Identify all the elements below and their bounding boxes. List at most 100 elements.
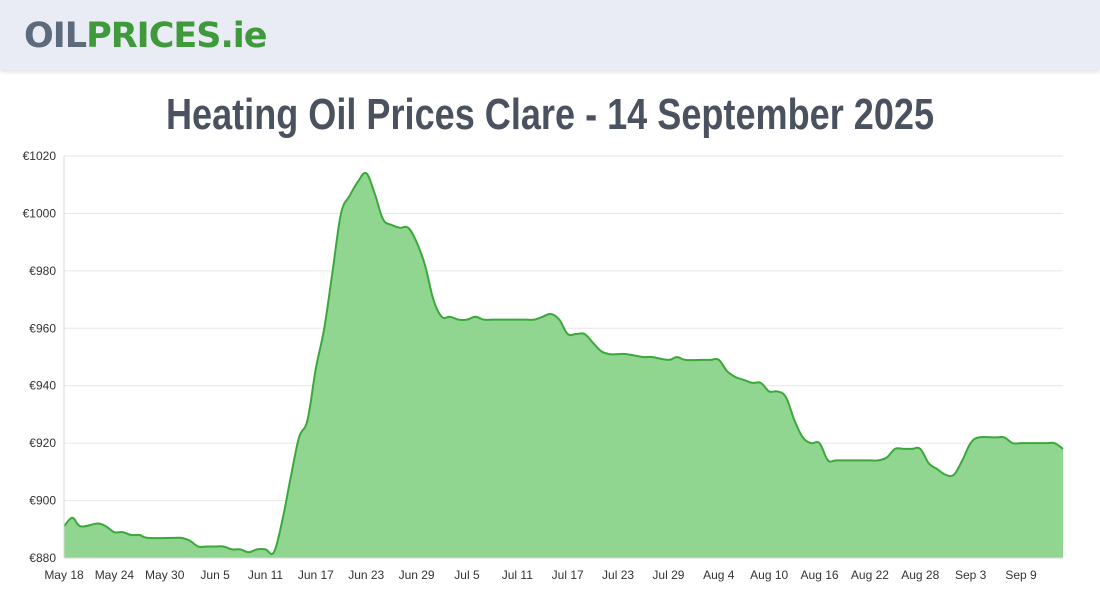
site-logo[interactable]: OILPRICES.ie bbox=[24, 14, 268, 58]
data-point[interactable] bbox=[799, 433, 807, 441]
data-point[interactable] bbox=[312, 364, 320, 372]
data-point[interactable] bbox=[673, 353, 681, 361]
data-point[interactable] bbox=[732, 373, 740, 381]
data-point[interactable] bbox=[807, 439, 815, 447]
data-point[interactable] bbox=[136, 531, 144, 539]
data-point[interactable] bbox=[354, 178, 362, 186]
data-point[interactable] bbox=[438, 313, 446, 321]
data-point[interactable] bbox=[119, 528, 127, 536]
data-point[interactable] bbox=[698, 356, 706, 364]
data-point[interactable] bbox=[446, 313, 454, 321]
data-point[interactable] bbox=[790, 416, 798, 424]
data-point[interactable] bbox=[589, 339, 597, 347]
data-point[interactable] bbox=[740, 376, 748, 384]
data-point[interactable] bbox=[295, 433, 303, 441]
data-point[interactable] bbox=[883, 454, 891, 462]
data-point[interactable] bbox=[614, 350, 622, 358]
data-point[interactable] bbox=[941, 471, 949, 479]
data-point[interactable] bbox=[480, 316, 488, 324]
data-point[interactable] bbox=[597, 347, 605, 355]
data-point[interactable] bbox=[505, 316, 513, 324]
data-point[interactable] bbox=[774, 387, 782, 395]
data-point[interactable] bbox=[706, 356, 714, 364]
data-point[interactable] bbox=[270, 548, 278, 556]
data-point[interactable] bbox=[1059, 445, 1067, 453]
data-point[interactable] bbox=[530, 316, 538, 324]
data-point[interactable] bbox=[278, 517, 286, 525]
data-point[interactable] bbox=[1009, 439, 1017, 447]
data-point[interactable] bbox=[816, 439, 824, 447]
data-point[interactable] bbox=[1042, 439, 1050, 447]
data-point[interactable] bbox=[723, 367, 731, 375]
data-point[interactable] bbox=[958, 456, 966, 464]
data-point[interactable] bbox=[715, 356, 723, 364]
data-point[interactable] bbox=[522, 316, 530, 324]
data-point[interactable] bbox=[874, 456, 882, 464]
data-point[interactable] bbox=[387, 221, 395, 229]
data-point[interactable] bbox=[908, 445, 916, 453]
data-point[interactable] bbox=[463, 316, 471, 324]
data-point[interactable] bbox=[77, 522, 85, 530]
data-point[interactable] bbox=[429, 296, 437, 304]
data-point[interactable] bbox=[228, 545, 236, 553]
data-point[interactable] bbox=[513, 316, 521, 324]
data-point[interactable] bbox=[220, 543, 228, 551]
data-point[interactable] bbox=[127, 531, 135, 539]
data-point[interactable] bbox=[757, 379, 765, 387]
data-point[interactable] bbox=[564, 330, 572, 338]
data-point[interactable] bbox=[1000, 433, 1008, 441]
data-point[interactable] bbox=[866, 456, 874, 464]
data-point[interactable] bbox=[639, 353, 647, 361]
data-point[interactable] bbox=[253, 545, 261, 553]
data-point[interactable] bbox=[572, 330, 580, 338]
data-point[interactable] bbox=[287, 474, 295, 482]
data-point[interactable] bbox=[933, 465, 941, 473]
data-point[interactable] bbox=[144, 534, 152, 542]
data-point[interactable] bbox=[245, 548, 253, 556]
data-point[interactable] bbox=[236, 545, 244, 553]
data-point[interactable] bbox=[320, 324, 328, 332]
data-point[interactable] bbox=[421, 261, 429, 269]
data-point[interactable] bbox=[404, 224, 412, 232]
data-point[interactable] bbox=[337, 209, 345, 217]
data-point[interactable] bbox=[169, 534, 177, 542]
data-point[interactable] bbox=[488, 316, 496, 324]
data-point[interactable] bbox=[950, 471, 958, 479]
data-point[interactable] bbox=[555, 316, 563, 324]
data-point[interactable] bbox=[471, 313, 479, 321]
data-point[interactable] bbox=[580, 330, 588, 338]
data-point[interactable] bbox=[765, 387, 773, 395]
data-point[interactable] bbox=[681, 356, 689, 364]
data-point[interactable] bbox=[94, 520, 102, 528]
data-point[interactable] bbox=[648, 353, 656, 361]
data-point[interactable] bbox=[916, 445, 924, 453]
data-point[interactable] bbox=[664, 356, 672, 364]
data-point[interactable] bbox=[345, 192, 353, 200]
data-point[interactable] bbox=[849, 456, 857, 464]
data-point[interactable] bbox=[782, 393, 790, 401]
data-point[interactable] bbox=[748, 379, 756, 387]
data-point[interactable] bbox=[497, 316, 505, 324]
data-point[interactable] bbox=[1051, 439, 1059, 447]
data-point[interactable] bbox=[606, 350, 614, 358]
data-point[interactable] bbox=[203, 543, 211, 551]
data-point[interactable] bbox=[899, 445, 907, 453]
data-point[interactable] bbox=[178, 534, 186, 542]
data-point[interactable] bbox=[102, 522, 110, 530]
data-point[interactable] bbox=[925, 459, 933, 467]
data-point[interactable] bbox=[547, 310, 555, 318]
data-point[interactable] bbox=[891, 445, 899, 453]
data-point[interactable] bbox=[303, 416, 311, 424]
data-point[interactable] bbox=[371, 189, 379, 197]
data-point[interactable] bbox=[379, 215, 387, 223]
data-point[interactable] bbox=[110, 528, 118, 536]
data-point[interactable] bbox=[858, 456, 866, 464]
data-point[interactable] bbox=[211, 543, 219, 551]
data-point[interactable] bbox=[68, 514, 76, 522]
data-point[interactable] bbox=[194, 543, 202, 551]
data-point[interactable] bbox=[1025, 439, 1033, 447]
data-point[interactable] bbox=[967, 439, 975, 447]
data-point[interactable] bbox=[396, 224, 404, 232]
data-point[interactable] bbox=[539, 313, 547, 321]
data-point[interactable] bbox=[413, 238, 421, 246]
